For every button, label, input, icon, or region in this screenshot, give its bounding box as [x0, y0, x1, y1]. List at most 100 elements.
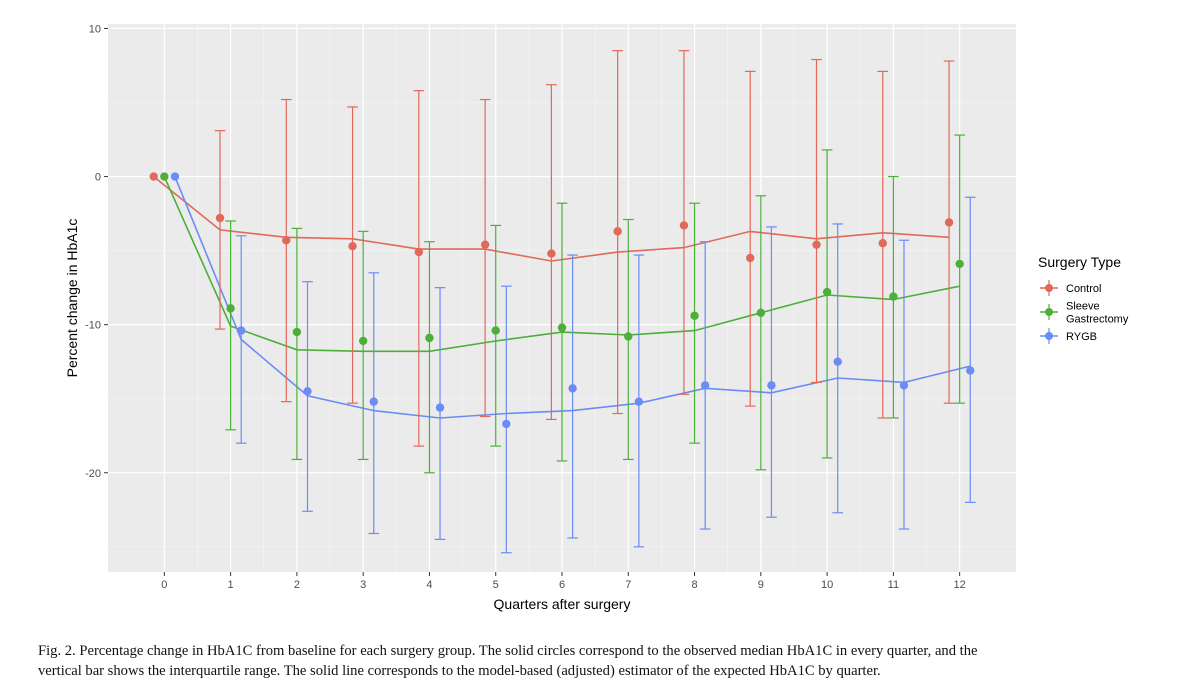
y-axis-ticks: 10 0 -10 -20	[85, 23, 108, 480]
x-axis-title: Quarters after surgery	[494, 596, 631, 612]
median-point-rygb	[966, 366, 975, 375]
y-tick-label: -20	[85, 468, 101, 480]
x-tick-label: 1	[228, 579, 234, 591]
median-point-control	[348, 241, 357, 251]
error-bar-control	[479, 98, 491, 418]
y-axis-title: Percent change in HbA1c	[64, 219, 80, 378]
figure-caption: Fig. 2. Percentage change in HbA1C from …	[38, 641, 1188, 681]
median-point-control	[812, 240, 821, 249]
error-bar-control	[744, 70, 756, 407]
error-bar-rygb	[501, 285, 512, 554]
median-point-sleeve-gastrectomy	[756, 308, 766, 318]
legend-label-sleeve-gastrectomy: Sleeve	[1066, 301, 1100, 313]
error-bar-sleeve-gastrectomy	[225, 220, 236, 431]
error-bar-sleeve-gastrectomy	[689, 202, 700, 444]
median-point-control	[414, 247, 424, 257]
legend-label-control: Control	[1066, 283, 1101, 295]
error-bar-sleeve-gastrectomy	[357, 230, 369, 461]
legend-label-sleeve-gastrectomy: Gastrectomy	[1066, 314, 1129, 326]
median-point-sleeve-gastrectomy	[690, 311, 699, 320]
error-bar-control	[811, 58, 822, 384]
x-tick-label: 2	[294, 579, 300, 591]
x-axis-ticks: 0 1 2 3 4 5 6 7 8 9 10 11 12	[161, 572, 966, 591]
median-point-sleeve-gastrectomy	[557, 323, 567, 332]
median-point-control	[149, 172, 158, 181]
median-point-control	[282, 236, 291, 245]
median-point-control	[215, 213, 225, 223]
median-point-rygb	[237, 326, 246, 335]
median-point-sleeve-gastrectomy	[624, 332, 633, 341]
legend-key-point-sleeve-gastrectomy	[1045, 308, 1053, 316]
x-tick-label: 4	[426, 579, 432, 591]
x-tick-label: 3	[360, 579, 366, 591]
median-point-control	[613, 227, 622, 236]
error-bar-sleeve-gastrectomy	[821, 149, 833, 459]
error-bar-rygb	[302, 281, 313, 512]
legend-key-point-control	[1045, 284, 1053, 292]
x-tick-label: 5	[493, 579, 499, 591]
median-point-sleeve-gastrectomy	[292, 327, 302, 337]
y-tick-label: 10	[89, 23, 101, 35]
median-point-rygb	[634, 397, 644, 406]
error-bar-control	[280, 98, 292, 403]
median-point-rygb	[170, 172, 180, 181]
median-point-sleeve-gastrectomy	[425, 333, 434, 343]
legend-item-control: Control	[1040, 280, 1101, 296]
error-bar-sleeve-gastrectomy	[291, 227, 303, 461]
x-tick-label: 10	[821, 579, 833, 591]
caption-line-2: vertical bar shows the interquartile ran…	[38, 663, 881, 679]
error-bar-rygb	[964, 196, 976, 503]
median-point-rygb	[833, 357, 842, 366]
median-point-sleeve-gastrectomy	[491, 326, 500, 335]
error-bar-sleeve-gastrectomy	[424, 241, 435, 474]
error-bar-sleeve-gastrectomy	[954, 134, 965, 404]
median-points	[149, 172, 975, 429]
median-point-rygb	[303, 387, 312, 396]
median-point-rygb	[767, 381, 776, 390]
x-tick-label: 0	[161, 579, 167, 591]
median-point-rygb	[899, 381, 909, 390]
error-bar-sleeve-gastrectomy	[556, 202, 568, 462]
legend-label-rygb: RYGB	[1066, 331, 1097, 343]
median-point-rygb	[568, 384, 577, 393]
median-point-rygb	[502, 419, 511, 429]
median-point-control	[944, 218, 954, 227]
error-bar-control	[413, 90, 425, 447]
median-point-control	[480, 240, 490, 249]
median-point-rygb	[369, 397, 378, 406]
median-point-sleeve-gastrectomy	[955, 259, 964, 269]
x-tick-label: 7	[625, 579, 631, 591]
error-bar-sleeve-gastrectomy	[755, 195, 767, 471]
x-tick-label: 9	[758, 579, 764, 591]
median-point-control	[746, 253, 755, 263]
error-bar-rygb	[434, 287, 446, 541]
median-point-control	[547, 249, 556, 258]
legend-item-rygb: RYGB	[1040, 328, 1097, 344]
caption-line-1: Fig. 2. Percentage change in HbA1C from …	[38, 643, 978, 659]
median-point-sleeve-gastrectomy	[889, 292, 898, 301]
x-tick-label: 8	[691, 579, 697, 591]
median-point-control	[679, 221, 689, 230]
median-point-sleeve-gastrectomy	[226, 304, 235, 313]
median-point-rygb	[700, 381, 710, 390]
x-tick-label: 6	[559, 579, 565, 591]
error-bar-control	[943, 60, 955, 404]
y-tick-label: -10	[85, 320, 101, 332]
error-bar-rygb	[567, 254, 578, 539]
error-bar-control	[214, 130, 226, 330]
x-tick-label: 12	[954, 579, 966, 591]
error-bar-control	[347, 106, 358, 404]
median-point-sleeve-gastrectomy	[160, 172, 169, 181]
x-tick-label: 11	[888, 579, 899, 591]
error-bar-rygb	[832, 223, 844, 514]
legend-key-point-rygb	[1045, 332, 1053, 340]
legend-title: Surgery Type	[1038, 254, 1121, 270]
median-point-sleeve-gastrectomy	[822, 287, 832, 297]
y-tick-label: 0	[95, 172, 101, 184]
median-point-rygb	[435, 403, 445, 412]
error-bar-rygb	[235, 235, 247, 444]
error-bar-sleeve-gastrectomy	[490, 224, 502, 447]
